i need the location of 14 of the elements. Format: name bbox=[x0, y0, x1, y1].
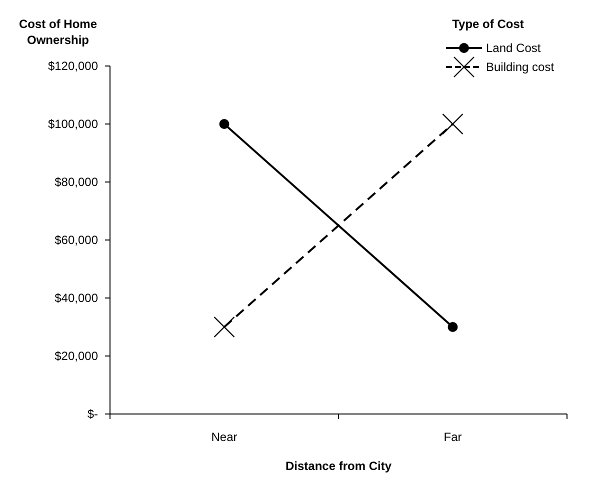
y-tick-label: $80,000 bbox=[54, 175, 98, 190]
y-tick-label: $- bbox=[87, 407, 98, 422]
legend-label: Land Cost bbox=[486, 41, 542, 56]
x-tick-label: Far bbox=[444, 430, 462, 444]
legend-title: Type of Cost bbox=[452, 17, 524, 31]
y-tick-label: $100,000 bbox=[48, 117, 98, 132]
y-tick-label: $40,000 bbox=[54, 291, 98, 306]
chart-title: Cost of Home Ownership bbox=[19, 17, 98, 47]
x-axis-title: Distance from City bbox=[285, 459, 392, 473]
x-tick-label: Near bbox=[211, 430, 238, 444]
y-tick-label: $60,000 bbox=[54, 233, 98, 248]
legend-label: Building cost bbox=[486, 60, 555, 74]
y-tick-label: $120,000 bbox=[48, 59, 98, 74]
y-tick-label: $20,000 bbox=[54, 349, 98, 364]
